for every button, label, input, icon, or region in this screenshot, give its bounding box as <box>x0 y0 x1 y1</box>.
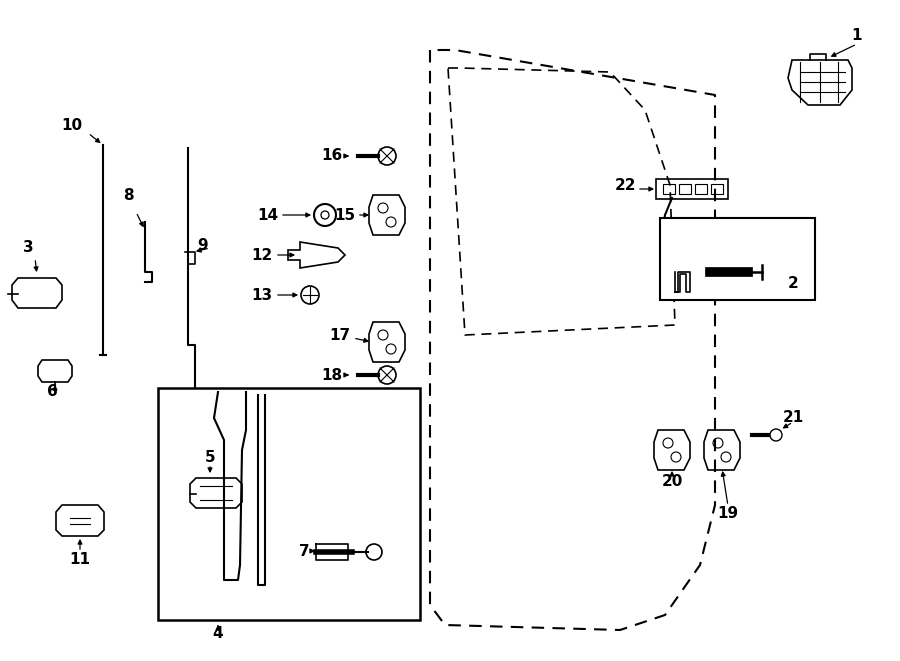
Text: 9: 9 <box>197 239 208 254</box>
Text: 19: 19 <box>717 506 739 522</box>
Text: 17: 17 <box>329 327 351 342</box>
Text: 11: 11 <box>69 553 91 568</box>
Text: 10: 10 <box>61 118 83 132</box>
Bar <box>660 218 815 300</box>
Text: 8: 8 <box>122 188 133 204</box>
Text: 1: 1 <box>851 28 862 44</box>
Bar <box>663 184 675 194</box>
Text: 3: 3 <box>22 241 33 256</box>
Bar <box>679 184 691 194</box>
Text: 14: 14 <box>257 208 279 223</box>
Text: 5: 5 <box>204 451 215 465</box>
Text: 7: 7 <box>300 543 310 559</box>
Text: 2: 2 <box>788 276 798 290</box>
Text: 15: 15 <box>335 208 356 223</box>
Text: 18: 18 <box>321 368 343 383</box>
Text: 16: 16 <box>321 149 343 163</box>
Text: 13: 13 <box>251 288 273 303</box>
Bar <box>695 184 707 194</box>
Text: 6: 6 <box>47 385 58 399</box>
Bar <box>158 388 420 620</box>
Text: 21: 21 <box>782 410 804 426</box>
Text: 22: 22 <box>614 178 635 194</box>
Text: 20: 20 <box>662 475 683 490</box>
Bar <box>711 184 723 194</box>
Text: 12: 12 <box>251 247 273 262</box>
Text: 4: 4 <box>212 625 223 641</box>
